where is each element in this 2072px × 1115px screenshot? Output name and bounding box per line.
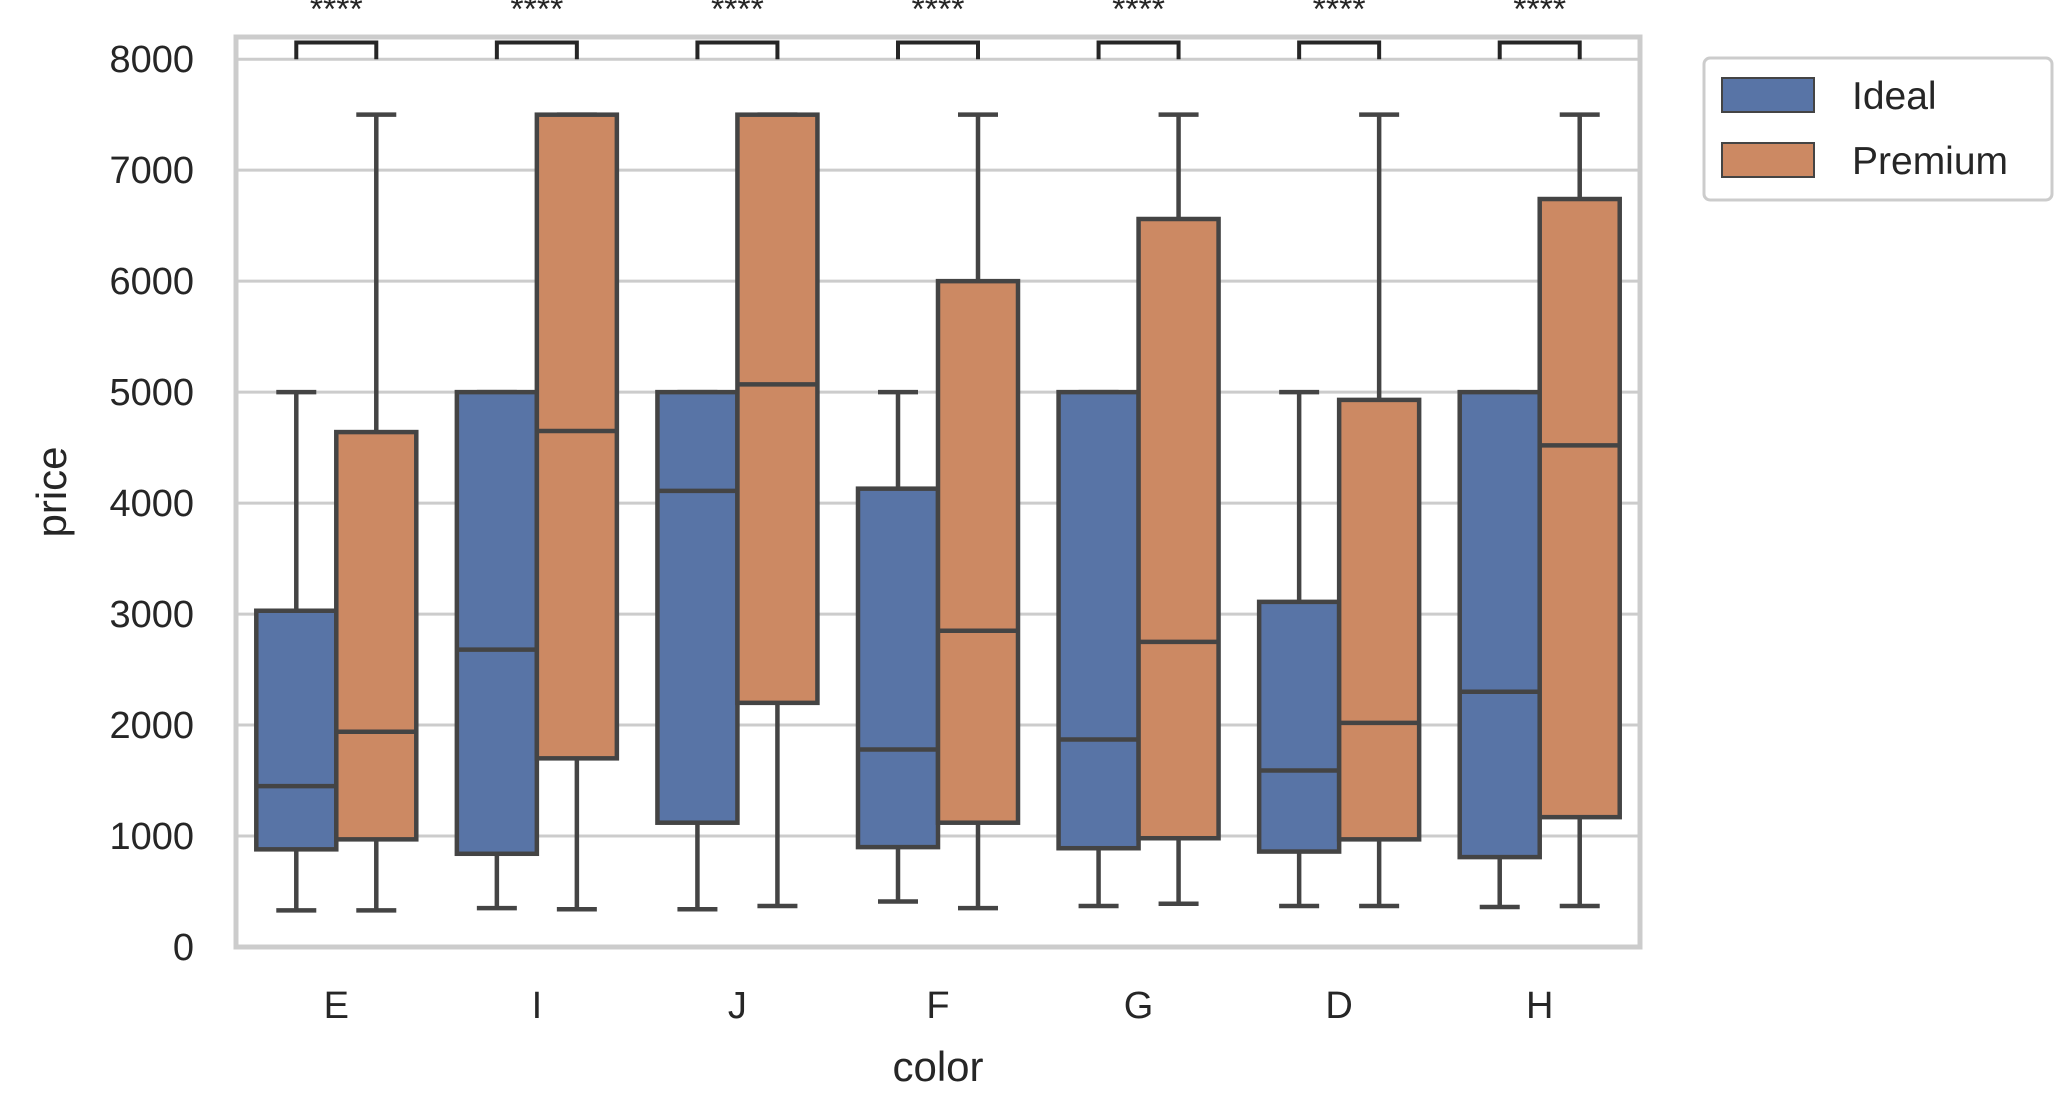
x-tick-label: F [926,985,949,1027]
legend-label-ideal: Ideal [1852,75,1937,118]
x-axis-label: color [892,1043,983,1090]
significance-label: **** [912,0,965,29]
box-premium-G [1136,112,1221,906]
box-series [254,112,1622,913]
significance-bracket [695,40,780,60]
box-iqr [334,429,419,842]
legend-label-premium: Premium [1852,140,2008,183]
box-iqr [1537,196,1622,820]
x-tick-label: H [1526,985,1553,1027]
box-ideal-H [1457,389,1542,910]
y-tick-label: 6000 [109,261,194,303]
legend-swatch-premium [1721,142,1815,178]
x-tick-label: E [324,985,349,1027]
box-premium-I [534,112,620,912]
box-iqr [735,112,820,706]
box-iqr [1256,599,1342,854]
box-iqr [254,608,339,852]
y-tick-label: 1000 [109,816,194,858]
significance-label: **** [310,0,363,29]
plot-area-frame [233,34,1643,950]
x-tick-label: G [1124,985,1154,1027]
y-tick-label: 2000 [109,705,194,747]
box-ideal-F [855,389,941,904]
box-iqr [1056,389,1141,851]
y-tick-label: 4000 [109,483,194,525]
box-premium-J [735,112,820,909]
y-tick-label: 8000 [109,39,194,81]
x-tick-label: D [1325,985,1352,1027]
box-iqr [1457,389,1542,860]
significance-label: **** [1313,0,1366,29]
box-premium-E [334,112,419,913]
box-ideal-G [1056,389,1141,909]
significance-bracket [1497,40,1582,60]
box-ideal-D [1256,389,1342,909]
significance-bracket [294,40,379,60]
legend: Ideal Premium [1702,56,2054,202]
x-tick-label: J [728,985,747,1027]
box-premium-F [935,112,1021,911]
y-tick-label: 0 [173,927,194,969]
box-iqr [655,389,740,825]
significance-annotations: **** **** **** **** **** **** **** [294,0,1582,60]
box-premium-H [1537,112,1622,909]
y-tick-label: 7000 [109,150,194,192]
y-tick-label: 5000 [109,372,194,414]
x-tick-label: I [532,985,543,1027]
significance-label: **** [510,0,563,29]
y-tick-label: 3000 [109,594,194,636]
box-iqr [935,278,1021,825]
significance-bracket [896,40,980,60]
significance-bracket [494,40,579,60]
y-axis-ticks: 0 1000 2000 3000 4000 5000 6000 7000 8000 [109,39,194,969]
box-iqr [454,389,540,857]
box-iqr [1336,397,1422,842]
box-ideal-I [454,389,540,911]
box-ideal-J [655,389,740,912]
box-iqr [1136,216,1221,841]
box-ideal-E [254,389,339,913]
significance-label: **** [1112,0,1165,29]
y-axis-label: price [28,446,75,537]
significance-bracket [1297,40,1382,60]
significance-label: **** [711,0,764,29]
box-premium-D [1336,112,1422,909]
significance-label: **** [1513,0,1566,29]
legend-swatch-ideal [1721,77,1815,113]
box-iqr [855,486,941,850]
box-iqr [534,112,620,761]
significance-bracket [1096,40,1181,60]
